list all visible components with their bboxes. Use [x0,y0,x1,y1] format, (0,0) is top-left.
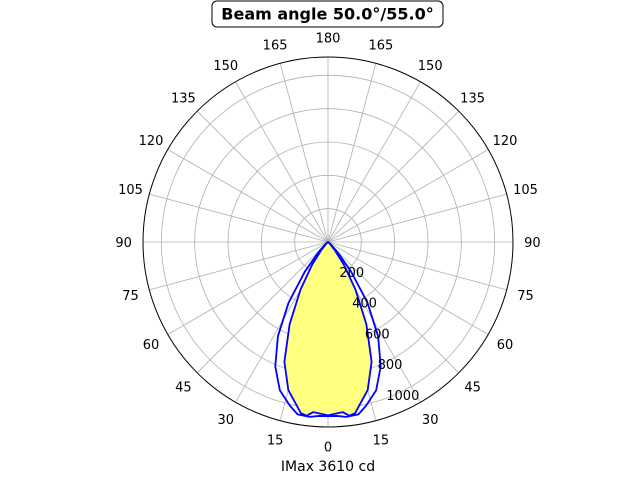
title-box: Beam angle 50.0°/55.0° [211,0,444,28]
angular-gridline [327,241,489,335]
x-axis-label: IMax 3610 cd [281,459,375,475]
angle-tick-label: 150 [213,59,238,74]
angle-tick-label: 30 [422,413,439,428]
angle-tick-label: 90 [524,236,541,251]
angular-gridline [167,241,329,335]
series-curve-1 [283,241,373,417]
angle-tick-label: 105 [118,183,143,198]
angle-tick-label: 135 [171,91,196,106]
angular-gridline [327,193,507,243]
polar-frame [142,56,514,428]
radial-tick-label: 1000 [386,389,419,404]
angle-tick-label: 45 [464,381,481,396]
series-layer [274,241,382,418]
radial-label-layer: 200 400 600 800 1000 [339,266,419,404]
angle-tick-label: 120 [139,134,164,149]
title-frame [211,0,444,28]
angle-tick-label: 60 [143,338,160,353]
radial-tick-label: 600 [365,327,390,342]
angle-tick-label: 90 [115,236,132,251]
radial-tick-label: 800 [378,358,403,373]
angle-tick-label: 75 [122,289,139,304]
angle-tick-label: 15 [373,434,390,449]
angle-tick-label: 15 [267,434,284,449]
angular-gridline [327,81,421,243]
angle-tick-label: 45 [175,381,192,396]
angle-tick-label: 30 [218,413,235,428]
angle-tick-label: 165 [263,39,288,54]
angular-gridline [235,81,329,243]
angular-gridline [327,241,460,374]
grid-layer [143,57,513,427]
radial-tick-label: 400 [352,297,377,312]
angle-tick-label: 105 [513,183,538,198]
angular-gridline [196,241,329,374]
radial-tick-label: 200 [339,266,364,281]
angle-tick-label: 120 [493,134,518,149]
angular-gridline [149,241,329,291]
angular-gridline [327,149,489,243]
series-curve-2 [274,241,382,418]
angular-gridline [167,149,329,243]
angular-gridline [149,193,329,243]
angular-gridline [196,110,329,243]
angle-tick-label: 165 [368,39,393,54]
angle-tick-label: 0 [324,440,332,455]
angle-tick-label: 75 [517,289,534,304]
angular-gridline [327,63,377,243]
angular-gridline [327,110,460,243]
angular-gridline [327,241,507,291]
angle-tick-label: 135 [460,91,485,106]
angular-gridline [279,63,329,243]
angle-tick-label: 60 [497,338,514,353]
angle-tick-label: 180 [316,32,341,47]
angle-label-layer: 0 15 30 45 60 75 90 105 120 135 150 165 180 165 150 135… [115,32,540,456]
chart-title: Beam angle 50.0°/55.0° [221,5,433,24]
angle-tick-label: 150 [418,59,443,74]
